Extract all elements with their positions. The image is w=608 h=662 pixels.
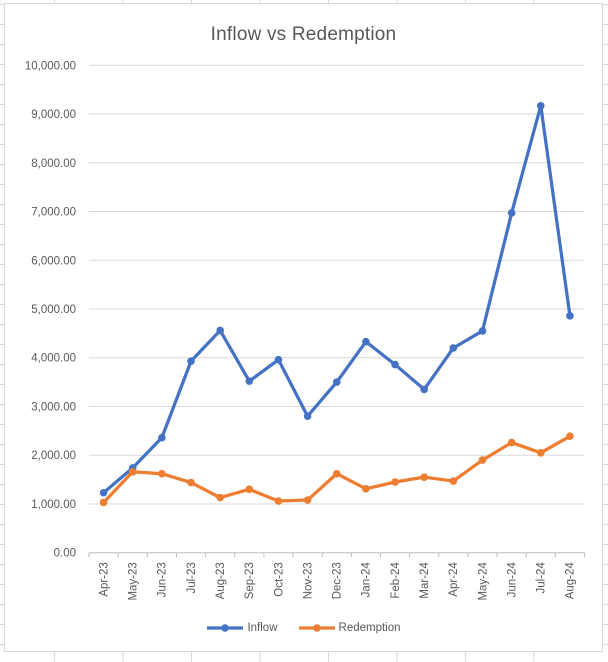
x-axis-label: Jun-23 [157,562,169,597]
x-axis-label: Jun-24 [506,562,518,598]
data-point-marker-inflow [274,355,283,364]
legend-item-inflow: Inflow [206,622,278,634]
y-axis-label: 6,000.00 [31,255,76,267]
data-point-marker-inflow [158,433,166,442]
data-point-marker-inflow [391,360,399,369]
data-point-marker-redemption [216,493,224,502]
data-point-marker-redemption [536,448,545,457]
legend-label-redemption: Redemption [338,622,401,634]
data-point-marker-inflow [187,357,195,365]
data-point-marker-redemption [187,478,195,487]
legend-item-redemption: Redemption [298,622,401,634]
x-axis-label: Jul-23 [186,562,198,593]
y-axis-label: 3,000.00 [31,401,76,413]
series-line-inflow [101,104,572,495]
data-point-marker-redemption [478,456,487,464]
y-axis-label: 9,000.00 [31,109,76,121]
data-point-marker-inflow [303,412,312,421]
y-axis-label: 5,000.00 [31,304,76,316]
y-axis-label: 0.00 [54,548,76,560]
x-axis-label: Apr-24 [448,562,460,597]
y-axis-label: 8,000.00 [31,158,76,170]
data-point-marker-redemption [362,485,370,493]
x-axis-label: Feb-24 [390,562,402,599]
data-point-marker-inflow [536,101,545,110]
data-point-marker-inflow [362,337,370,346]
data-point-marker-redemption [449,477,458,485]
data-point-marker-redemption [303,496,312,504]
data-point-marker-redemption [420,473,428,481]
legend-label-inflow: Inflow [247,622,278,634]
legend-swatch-inflow-icon [207,624,244,632]
x-axis-label: Jan-24 [361,562,373,598]
data-point-marker-inflow [420,385,428,394]
data-point-marker-redemption [128,467,137,476]
data-point-marker-redemption [332,469,341,478]
x-axis-label: Apr-23 [98,562,110,597]
data-point-marker-inflow [332,378,341,386]
x-axis-label: Oct-23 [273,562,285,597]
data-point-marker-inflow [507,209,516,217]
y-axis-label: 10,000.00 [25,60,76,72]
x-axis-label: May-23 [128,562,140,600]
data-point-marker-inflow [99,488,108,497]
data-point-marker-inflow [566,312,574,320]
data-point-marker-inflow [449,344,458,352]
x-axis-label: Dec-23 [332,562,344,599]
data-point-marker-redemption [507,438,516,447]
x-axis-label: Sep-23 [244,562,256,599]
data-point-marker-inflow [216,326,224,335]
y-axis-label: 2,000.00 [31,450,76,462]
data-point-marker-redemption [158,469,166,478]
series-line-redemption [101,434,572,505]
x-axis-label: Aug-23 [215,562,227,599]
data-point-marker-inflow [478,327,487,335]
line-chart-plot: 0.00 1,000.00 2,000.00 3,000.00 4,000.00 5,00… [25,60,585,601]
data-point-marker-redemption [274,497,283,505]
data-point-marker-inflow [245,377,254,385]
chart-container[interactable]: Inflow vs Redemption 0.00 1,000.00 2,000.0… [4,3,603,652]
data-point-marker-redemption [99,498,108,507]
data-point-marker-redemption [566,432,574,441]
x-axis-label: May-24 [477,562,489,601]
legend-swatch-redemption-icon [298,624,335,632]
y-axis-label: 1,000.00 [31,499,76,511]
x-axis-label: Mar-24 [419,562,431,599]
chart-title: Inflow vs Redemption [210,24,397,45]
x-axis-label: Jul-24 [536,562,548,594]
data-point-marker-redemption [245,485,254,494]
legend: Inflow Redemption [5,622,602,634]
x-axis-label: Aug-24 [565,562,577,600]
data-point-marker-redemption [391,478,399,486]
y-axis-label: 7,000.00 [31,207,76,219]
y-axis-label: 4,000.00 [31,353,76,365]
x-axis-label: Nov-23 [302,562,314,599]
